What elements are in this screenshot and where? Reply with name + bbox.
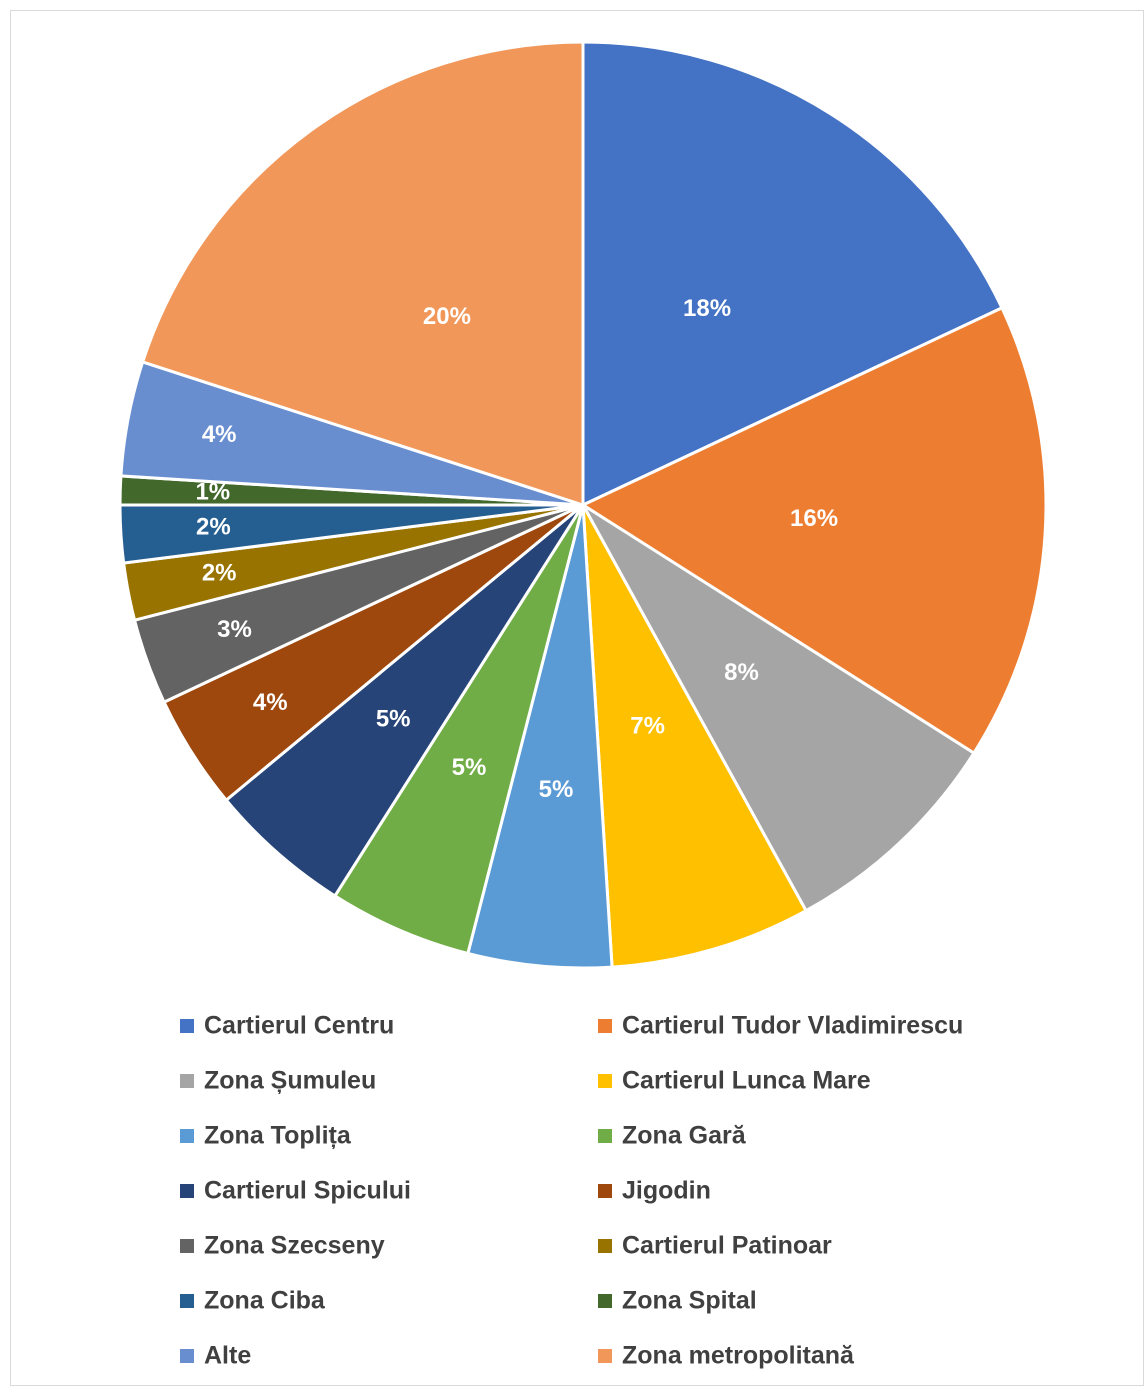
legend-label: Cartierul Centru — [204, 1012, 394, 1040]
data-label: 16% — [790, 505, 838, 532]
data-label: 5% — [452, 754, 487, 781]
legend-swatch — [180, 1184, 194, 1198]
legend-swatch — [180, 1019, 194, 1033]
legend-label: Alte — [204, 1342, 251, 1370]
legend-label: Cartierul Spicului — [204, 1177, 411, 1205]
legend-swatch — [180, 1074, 194, 1088]
data-label: 5% — [539, 776, 574, 803]
data-label: 18% — [683, 295, 731, 322]
legend-label: Zona Toplița — [204, 1122, 352, 1150]
chart-border — [10, 10, 1144, 1386]
legend-label: Cartierul Patinoar — [622, 1232, 832, 1260]
legend-label: Cartierul Tudor Vladimirescu — [622, 1012, 963, 1040]
pie-slice — [140, 40, 585, 508]
data-label: 4% — [202, 421, 237, 448]
pie-slice — [581, 40, 1004, 508]
legend-swatch — [180, 1349, 194, 1363]
legend-label: Zona metropolitană — [622, 1342, 855, 1370]
data-label: 4% — [253, 689, 288, 716]
legend-swatch — [598, 1184, 612, 1198]
pie-slice — [466, 504, 614, 970]
pie-slice — [224, 503, 585, 898]
legend-label: Cartierul Lunca Mare — [622, 1067, 871, 1095]
legend-swatch — [180, 1294, 194, 1308]
data-label: 2% — [202, 560, 237, 587]
legend-label: Zona Ciba — [204, 1287, 326, 1315]
pie-slice — [581, 504, 809, 969]
pie-slice — [581, 503, 976, 913]
data-label: 5% — [376, 706, 411, 733]
data-label: 3% — [217, 616, 252, 643]
legend-label: Zona Șumuleu — [204, 1067, 376, 1095]
legend-swatch — [180, 1129, 194, 1143]
pie-slice — [579, 305, 1048, 756]
pie-slice — [332, 504, 585, 956]
data-label: 7% — [630, 713, 665, 740]
legend-label: Zona Spital — [622, 1287, 757, 1315]
legend-swatch — [598, 1074, 612, 1088]
legend-label: Jigodin — [622, 1177, 711, 1205]
legend-label: Zona Gară — [622, 1122, 747, 1150]
legend-swatch — [598, 1349, 612, 1363]
data-label: 20% — [423, 303, 471, 330]
legend-swatch — [598, 1294, 612, 1308]
data-label: 1% — [195, 479, 230, 506]
legend-swatch — [598, 1019, 612, 1033]
legend-label: Zona Szecseny — [204, 1232, 385, 1260]
legend-swatch — [598, 1129, 612, 1143]
data-label: 2% — [196, 514, 231, 541]
legend-swatch — [598, 1239, 612, 1253]
data-label: 8% — [724, 659, 759, 686]
legend-swatch — [180, 1239, 194, 1253]
